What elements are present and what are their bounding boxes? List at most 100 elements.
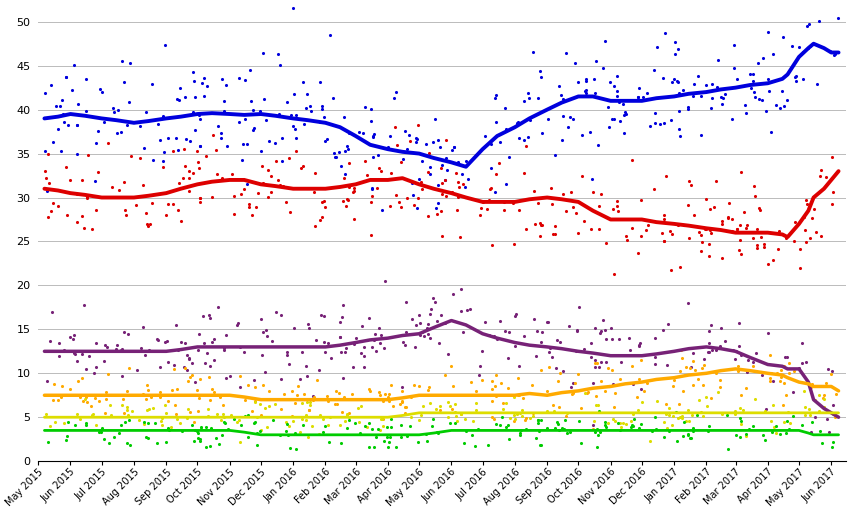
Point <box>42 179 55 187</box>
Point <box>159 211 173 220</box>
Point <box>439 371 452 379</box>
Point <box>280 351 293 359</box>
Point <box>522 94 536 102</box>
Point <box>769 429 783 437</box>
Point <box>394 388 408 396</box>
Point <box>253 107 267 115</box>
Point <box>423 163 437 171</box>
Point <box>366 185 379 193</box>
Point <box>668 50 682 58</box>
Point <box>626 422 640 430</box>
Point <box>89 420 103 429</box>
Point <box>387 401 400 410</box>
Point <box>434 406 447 414</box>
Point <box>594 190 608 198</box>
Point <box>634 232 648 240</box>
Point <box>259 116 273 124</box>
Point <box>805 428 819 436</box>
Point <box>541 423 554 432</box>
Point <box>740 221 753 229</box>
Point <box>440 166 454 175</box>
Point <box>327 148 341 157</box>
Point <box>237 348 251 356</box>
Point <box>95 89 109 97</box>
Point <box>496 206 510 215</box>
Point <box>700 402 714 411</box>
Point <box>153 136 167 144</box>
Point <box>367 442 381 451</box>
Point <box>377 415 390 423</box>
Point <box>49 102 63 110</box>
Point <box>279 418 292 426</box>
Point <box>458 415 472 423</box>
Point <box>234 437 247 445</box>
Point <box>121 330 134 338</box>
Point <box>409 321 422 329</box>
Point <box>238 76 252 84</box>
Point <box>48 418 61 426</box>
Point <box>499 327 513 335</box>
Point <box>377 397 390 405</box>
Point <box>570 208 583 217</box>
Point <box>427 183 440 191</box>
Point <box>236 140 250 148</box>
Point <box>333 420 347 429</box>
Point <box>541 363 555 371</box>
Point <box>814 439 828 447</box>
Point <box>255 162 269 170</box>
Point <box>366 133 380 141</box>
Point <box>190 387 203 395</box>
Point <box>378 390 392 398</box>
Point <box>748 395 762 403</box>
Point <box>813 172 826 180</box>
Point <box>713 376 727 384</box>
Point <box>369 347 382 355</box>
Point <box>313 430 326 438</box>
Point <box>643 437 657 445</box>
Point <box>76 373 89 381</box>
Point <box>429 204 443 212</box>
Point <box>513 134 526 142</box>
Point <box>190 146 204 155</box>
Point <box>353 418 366 426</box>
Point <box>269 308 283 316</box>
Point <box>120 406 133 414</box>
Point <box>657 216 671 224</box>
Point <box>400 194 414 202</box>
Point <box>434 206 448 215</box>
Point <box>245 407 258 415</box>
Point <box>498 104 512 112</box>
Point <box>605 366 619 374</box>
Point <box>624 417 638 425</box>
Point <box>599 239 613 247</box>
Point <box>534 221 547 229</box>
Point <box>487 415 501 423</box>
Point <box>341 142 354 150</box>
Point <box>686 381 700 390</box>
Point <box>144 80 158 88</box>
Point <box>162 357 175 366</box>
Point <box>626 380 639 388</box>
Point <box>260 423 274 431</box>
Point <box>387 94 400 102</box>
Point <box>292 382 305 390</box>
Point <box>778 101 791 110</box>
Point <box>156 421 169 429</box>
Point <box>570 347 583 355</box>
Point <box>149 419 162 427</box>
Point <box>79 419 93 427</box>
Point <box>666 382 679 390</box>
Point <box>88 369 101 377</box>
Point <box>547 407 560 415</box>
Point <box>357 352 371 360</box>
Point <box>694 92 707 100</box>
Point <box>133 154 147 162</box>
Point <box>44 206 58 215</box>
Point <box>178 93 192 101</box>
Point <box>375 415 388 423</box>
Point <box>632 424 646 432</box>
Point <box>215 174 229 182</box>
Point <box>461 306 474 314</box>
Point <box>779 391 793 399</box>
Point <box>721 214 734 222</box>
